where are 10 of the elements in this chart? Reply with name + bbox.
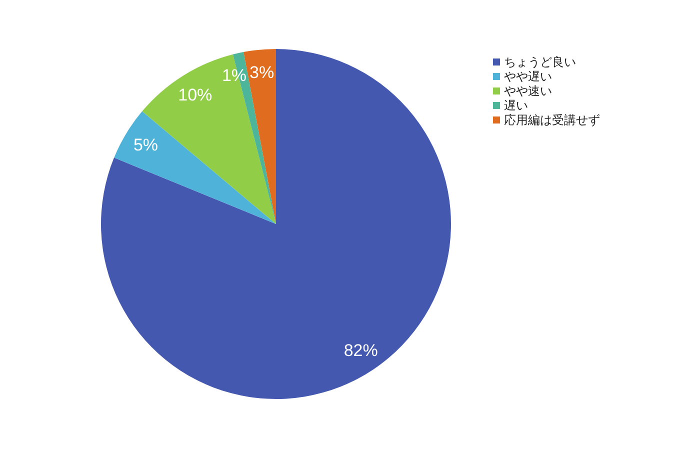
legend-label: 応用編は受講せず	[504, 113, 600, 127]
data-label: 3%	[250, 62, 274, 82]
data-label: 82%	[344, 340, 378, 360]
data-label: 1%	[222, 66, 247, 85]
legend-label: やや速い	[504, 84, 552, 98]
legend-label: ちょうど良い	[504, 55, 576, 69]
data-label: 10%	[178, 85, 212, 104]
data-label: 5%	[133, 136, 158, 155]
legend-label: やや遅い	[504, 70, 552, 84]
legend-label: 遅い	[504, 98, 528, 112]
